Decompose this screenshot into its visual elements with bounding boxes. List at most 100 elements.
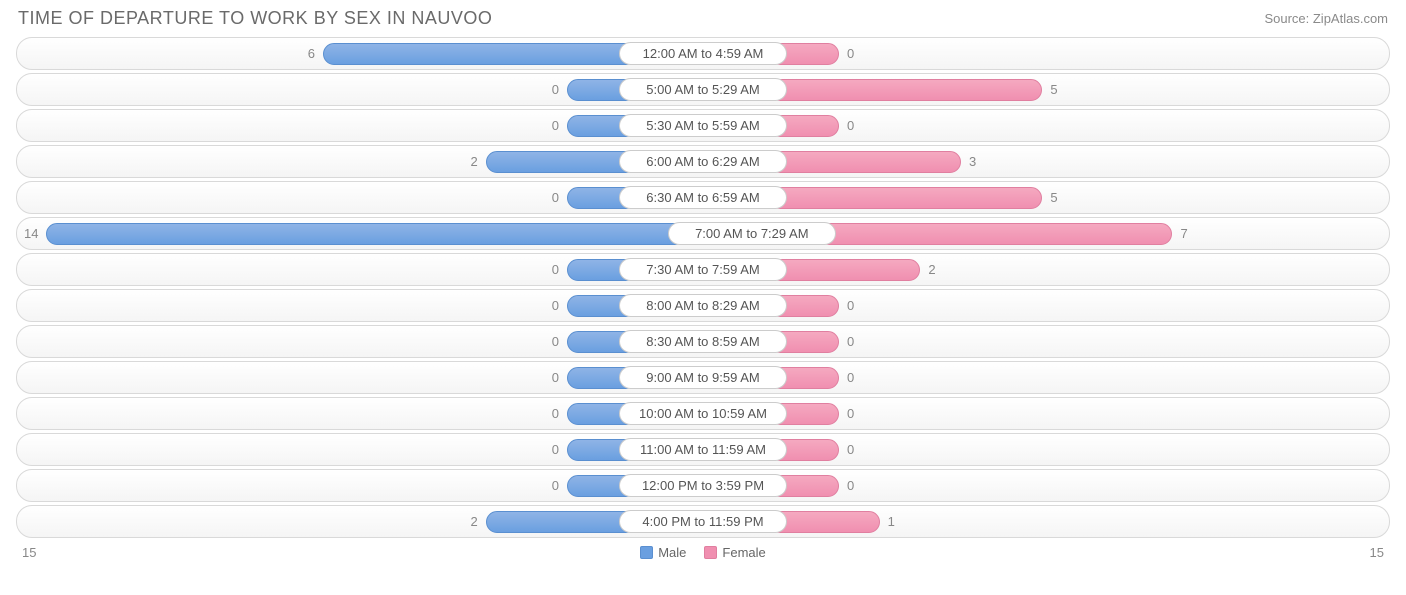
chart-header: TIME OF DEPARTURE TO WORK BY SEX IN NAUV… <box>0 0 1406 33</box>
female-value: 5 <box>1042 82 1065 97</box>
female-half: 5 <box>769 73 1390 106</box>
male-value: 0 <box>544 442 567 457</box>
chart-source: Source: ZipAtlas.com <box>1264 11 1388 26</box>
time-range-label: 5:30 AM to 5:59 AM <box>619 114 787 137</box>
chart-row: 09:00 AM to 9:59 AM0 <box>16 361 1390 394</box>
female-half: 2 <box>769 253 1390 286</box>
female-value: 0 <box>839 370 862 385</box>
legend-swatch <box>704 546 717 559</box>
female-half: 1 <box>769 505 1390 538</box>
male-half: 6 <box>16 37 637 70</box>
chart-row: 0 5:30 AM to 5:59 AM 0 <box>16 109 1390 142</box>
time-range-label: 7:30 AM to 7:59 AM <box>619 258 787 281</box>
female-half: 0 <box>769 37 1390 70</box>
chart-row: 05:00 AM to 5:29 AM5 <box>16 73 1390 106</box>
male-half: 0 <box>16 361 637 394</box>
row-content: 2 4:00 PM to 11:59 PM 1 <box>16 505 1390 538</box>
row-content: 010:00 AM to 10:59 AM0 <box>16 397 1390 430</box>
female-half: 3 <box>769 145 1390 178</box>
female-half: 0 <box>769 109 1390 142</box>
male-half: 0 <box>16 109 637 142</box>
legend-label: Female <box>722 545 765 560</box>
female-half: 0 <box>769 397 1390 430</box>
male-value: 0 <box>544 478 567 493</box>
female-value: 0 <box>839 442 862 457</box>
chart-row: 010:00 AM to 10:59 AM0 <box>16 397 1390 430</box>
male-value: 0 <box>544 370 567 385</box>
male-bar <box>323 43 637 65</box>
row-content: 0 11:00 AM to 11:59 AM 0 <box>16 433 1390 466</box>
female-half: 0 <box>769 289 1390 322</box>
female-half: 0 <box>769 433 1390 466</box>
time-range-label: 11:00 AM to 11:59 AM <box>619 438 787 461</box>
chart-row: 14 7:00 AM to 7:29 AM 7 <box>16 217 1390 250</box>
male-bar <box>486 511 637 533</box>
legend-item: Female <box>704 545 765 560</box>
male-half: 0 <box>16 181 637 214</box>
chart-row: 6 12:00 AM to 4:59 AM0 <box>16 37 1390 70</box>
chart-row: 0 6:30 AM to 6:59 AM 5 <box>16 181 1390 214</box>
time-range-label: 8:30 AM to 8:59 AM <box>619 330 787 353</box>
time-range-label: 12:00 AM to 4:59 AM <box>619 42 787 65</box>
chart-row: 2 4:00 PM to 11:59 PM 1 <box>16 505 1390 538</box>
time-range-label: 4:00 PM to 11:59 PM <box>619 510 787 533</box>
male-half: 0 <box>16 469 637 502</box>
female-bar <box>769 79 1042 101</box>
time-range-label: 12:00 PM to 3:59 PM <box>619 474 787 497</box>
female-value: 0 <box>839 118 862 133</box>
male-bar <box>46 223 685 245</box>
row-content: 0 7:30 AM to 7:59 AM 2 <box>16 253 1390 286</box>
male-value: 0 <box>544 262 567 277</box>
female-bar <box>769 151 961 173</box>
male-value: 0 <box>544 406 567 421</box>
time-range-label: 6:00 AM to 6:29 AM <box>619 150 787 173</box>
female-value: 0 <box>839 478 862 493</box>
male-value: 0 <box>544 190 567 205</box>
male-half: 0 <box>16 325 637 358</box>
legend-label: Male <box>658 545 686 560</box>
male-half: 2 <box>16 145 637 178</box>
female-bar <box>818 223 1173 245</box>
male-half: 14 <box>16 217 686 250</box>
time-range-label: 6:30 AM to 6:59 AM <box>619 186 787 209</box>
chart-footer: 15 MaleFemale 15 <box>0 541 1406 560</box>
male-half: 0 <box>16 397 637 430</box>
female-value: 0 <box>839 334 862 349</box>
male-value: 2 <box>462 514 485 529</box>
female-bar <box>769 187 1042 209</box>
female-value: 1 <box>880 514 903 529</box>
male-half: 0 <box>16 73 637 106</box>
female-value: 5 <box>1042 190 1065 205</box>
male-half: 0 <box>16 433 637 466</box>
female-value: 2 <box>920 262 943 277</box>
female-value: 7 <box>1172 226 1195 241</box>
row-content: 26:00 AM to 6:29 AM 3 <box>16 145 1390 178</box>
legend-swatch <box>640 546 653 559</box>
row-content: 0 8:30 AM to 8:59 AM 0 <box>16 325 1390 358</box>
female-half: 0 <box>769 469 1390 502</box>
male-bar <box>486 151 637 173</box>
male-value: 0 <box>544 334 567 349</box>
female-half: 0 <box>769 325 1390 358</box>
female-half: 0 <box>769 361 1390 394</box>
row-content: 14 7:00 AM to 7:29 AM 7 <box>16 217 1390 250</box>
bidirectional-bar-chart: 612:00 AM to 4:59 AM005:00 AM to 5:29 AM… <box>0 33 1406 538</box>
female-value: 3 <box>961 154 984 169</box>
male-value: 14 <box>16 226 46 241</box>
female-half: 5 <box>769 181 1390 214</box>
axis-max-right: 15 <box>1370 545 1384 560</box>
male-value: 0 <box>544 118 567 133</box>
chart-row: 26:00 AM to 6:29 AM 3 <box>16 145 1390 178</box>
row-content: 6 12:00 AM to 4:59 AM0 <box>16 37 1390 70</box>
row-content: 09:00 AM to 9:59 AM0 <box>16 361 1390 394</box>
female-half: 7 <box>818 217 1390 250</box>
male-value: 0 <box>544 298 567 313</box>
time-range-label: 7:00 AM to 7:29 AM <box>668 222 836 245</box>
chart-title: TIME OF DEPARTURE TO WORK BY SEX IN NAUV… <box>18 8 492 29</box>
time-range-label: 10:00 AM to 10:59 AM <box>619 402 787 425</box>
row-content: 0 6:30 AM to 6:59 AM 5 <box>16 181 1390 214</box>
row-content: 08:00 AM to 8:29 AM0 <box>16 289 1390 322</box>
male-value: 6 <box>300 46 323 61</box>
male-half: 2 <box>16 505 637 538</box>
female-bar <box>769 259 920 281</box>
